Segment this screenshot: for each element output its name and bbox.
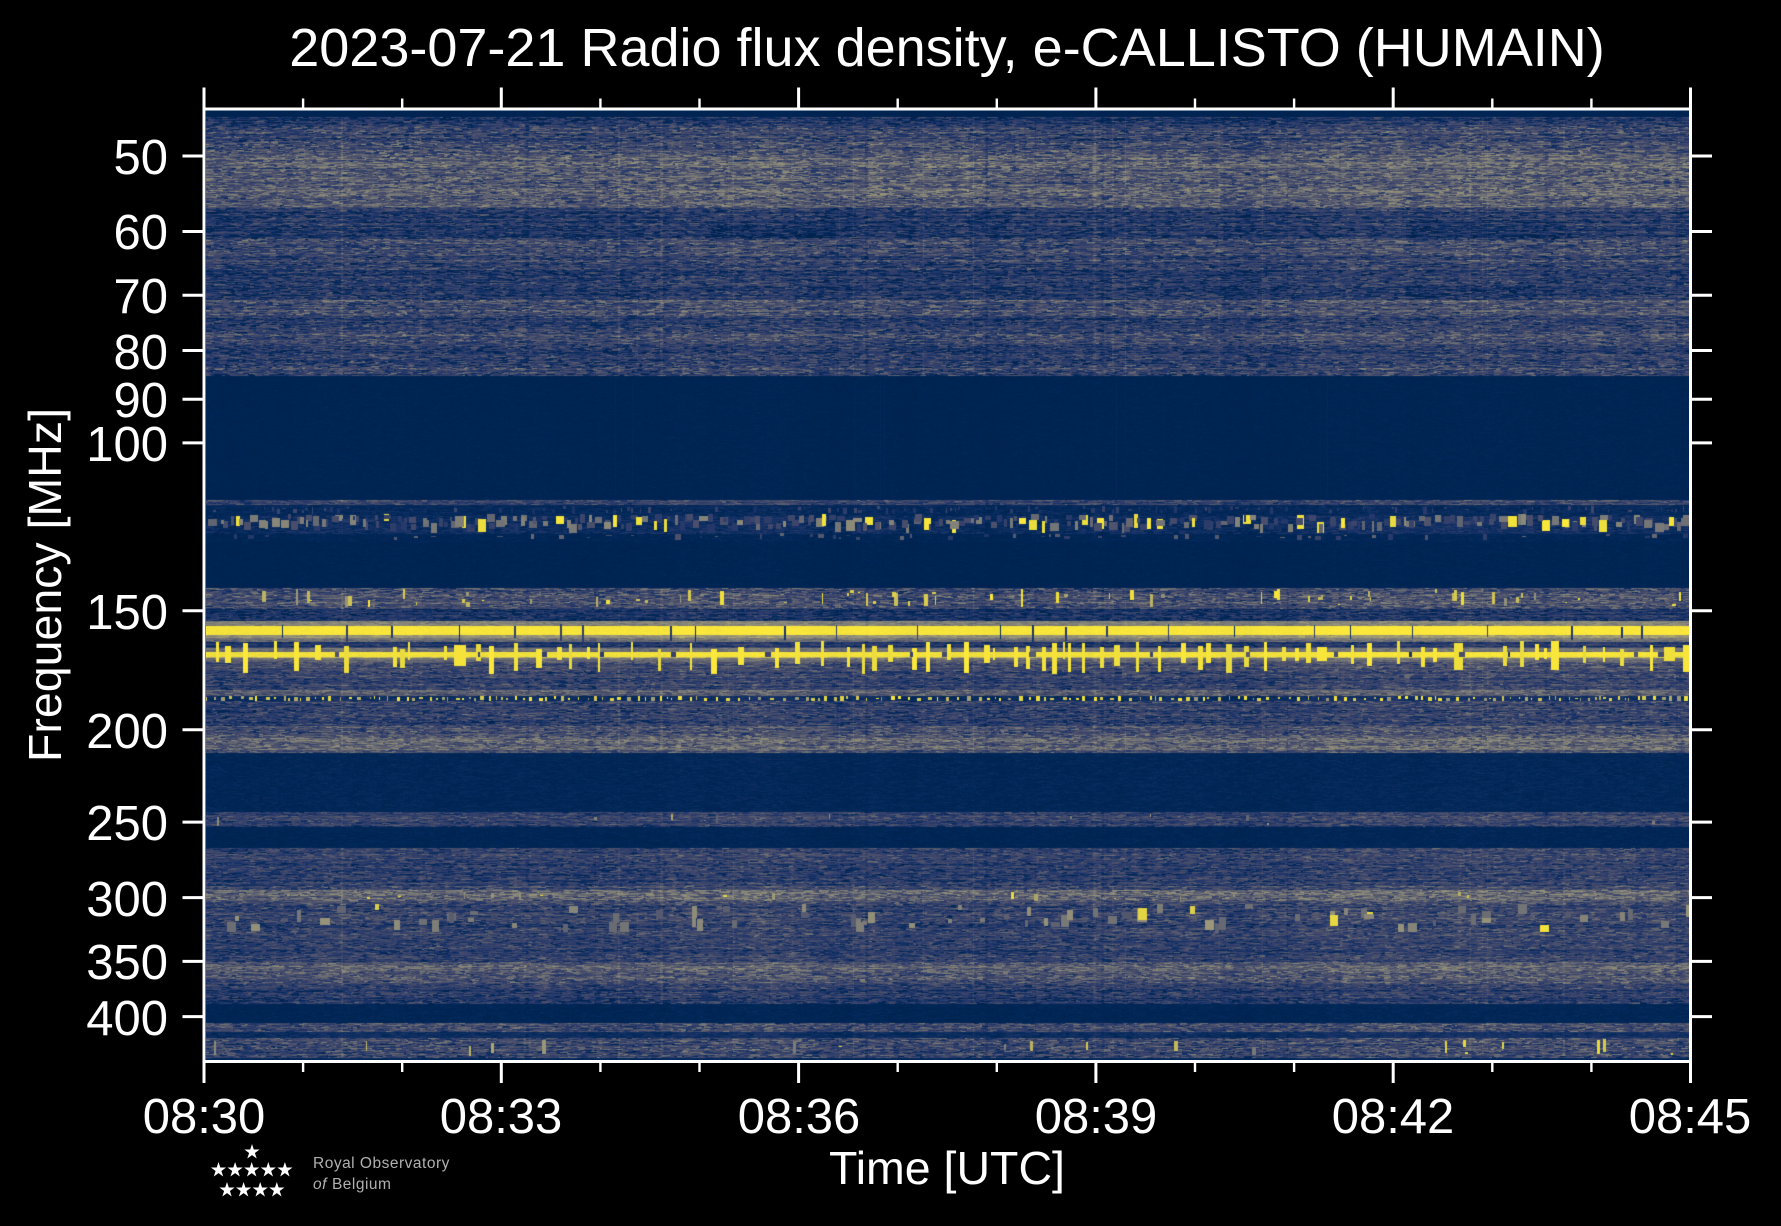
svg-text:Time [UTC]: Time [UTC] [829, 1142, 1065, 1194]
svg-text:80: 80 [113, 326, 168, 380]
svg-text:2023-07-21 Radio flux density,: 2023-07-21 Radio flux density, e-CALLIST… [289, 18, 1605, 78]
svg-text:08:36: 08:36 [738, 1090, 861, 1144]
svg-text:60: 60 [113, 206, 168, 260]
svg-text:350: 350 [86, 936, 168, 990]
svg-text:90: 90 [113, 374, 168, 428]
svg-text:200: 200 [86, 705, 168, 759]
svg-text:08:30: 08:30 [143, 1090, 266, 1144]
svg-text:250: 250 [86, 797, 168, 851]
svg-text:100: 100 [86, 418, 168, 472]
svg-text:08:39: 08:39 [1035, 1090, 1158, 1144]
svg-text:Royal Observatory: Royal Observatory [313, 1155, 450, 1172]
svg-text:08:33: 08:33 [440, 1090, 563, 1144]
svg-text:70: 70 [113, 270, 168, 324]
svg-text:300: 300 [86, 873, 168, 927]
svg-text:50: 50 [113, 131, 168, 185]
svg-text:Frequency [MHz]: Frequency [MHz] [19, 408, 71, 762]
svg-text:150: 150 [86, 586, 168, 640]
svg-text:400: 400 [86, 992, 168, 1046]
svg-text:08:42: 08:42 [1332, 1090, 1455, 1144]
svg-text:08:45: 08:45 [1629, 1090, 1752, 1144]
